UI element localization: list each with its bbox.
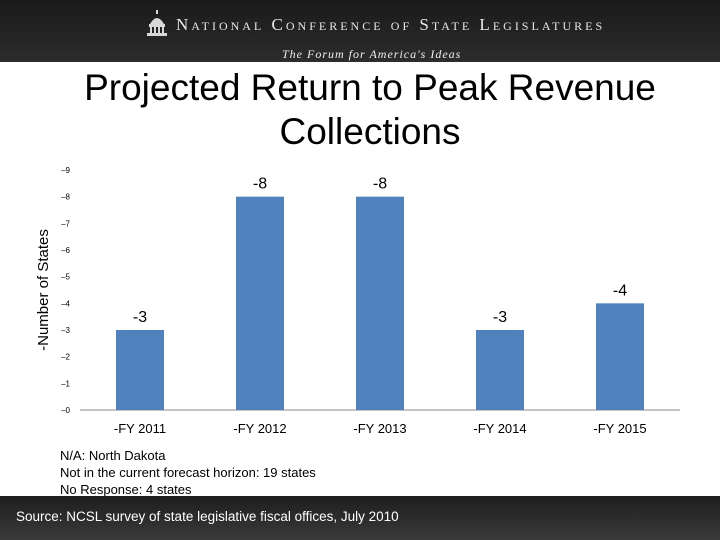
source-note: Source: NCSL survey of state legislative… (16, 509, 399, 524)
y-tick-label: –6 (61, 246, 70, 255)
data-label: -3 (493, 309, 507, 326)
y-tick-label: –3 (61, 326, 70, 335)
x-axis-ticks: -FY 2011 -FY 2012 -FY 2013 -FY 2014 -FY 2015 (114, 421, 647, 436)
data-label: -8 (253, 176, 267, 193)
data-label: -3 (133, 309, 147, 326)
y-tick-label: –5 (61, 273, 70, 282)
bar (596, 303, 644, 410)
bar-chart: -Number of States –0 –1 –2 –3 –4 –5 –6 –7 –8 –9 -… (35, 166, 680, 436)
x-tick-label: -FY 2015 (593, 421, 646, 436)
footer-bar (0, 496, 720, 540)
capitol-dome-icon (147, 10, 167, 36)
org-name: National Conference of State Legislature… (176, 15, 606, 34)
x-tick-label: -FY 2013 (353, 421, 406, 436)
bar (116, 330, 164, 410)
x-tick-label: -FY 2011 (114, 421, 166, 436)
data-label: -8 (373, 176, 387, 193)
footnote-horizon: Not in the current forecast horizon: 19 … (60, 465, 316, 480)
y-tick-label: –9 (61, 166, 70, 175)
y-tick-label: –4 (61, 299, 70, 308)
y-axis-ticks: –0 –1 –2 –3 –4 –5 –6 –7 –8 –9 (61, 166, 70, 415)
bar (476, 330, 524, 410)
x-tick-label: -FY 2014 (473, 421, 526, 436)
data-label: -4 (613, 282, 627, 299)
bar (356, 196, 404, 410)
footnote-na: N/A: North Dakota (60, 448, 166, 463)
header-banner: National Conference of State Legislature… (0, 0, 720, 62)
bars (116, 196, 644, 410)
y-tick-label: –0 (61, 406, 70, 415)
slide-title: Projected Return to Peak Revenue Collect… (84, 67, 656, 152)
y-tick-label: –8 (61, 193, 70, 202)
x-tick-label: -FY 2012 (233, 421, 286, 436)
footnote-no-response: No Response: 4 states (60, 482, 192, 497)
y-tick-label: –7 (61, 219, 70, 228)
y-axis-label: -Number of States (35, 229, 52, 351)
data-labels: -3 -8 -8 -3 -4 (133, 176, 627, 326)
tagline: The Forum for America's Ideas (282, 47, 462, 61)
footnotes: N/A: North Dakota Not in the current for… (60, 447, 316, 498)
bar (236, 196, 284, 410)
y-tick-label: –2 (61, 353, 70, 362)
y-tick-label: –1 (61, 379, 70, 388)
